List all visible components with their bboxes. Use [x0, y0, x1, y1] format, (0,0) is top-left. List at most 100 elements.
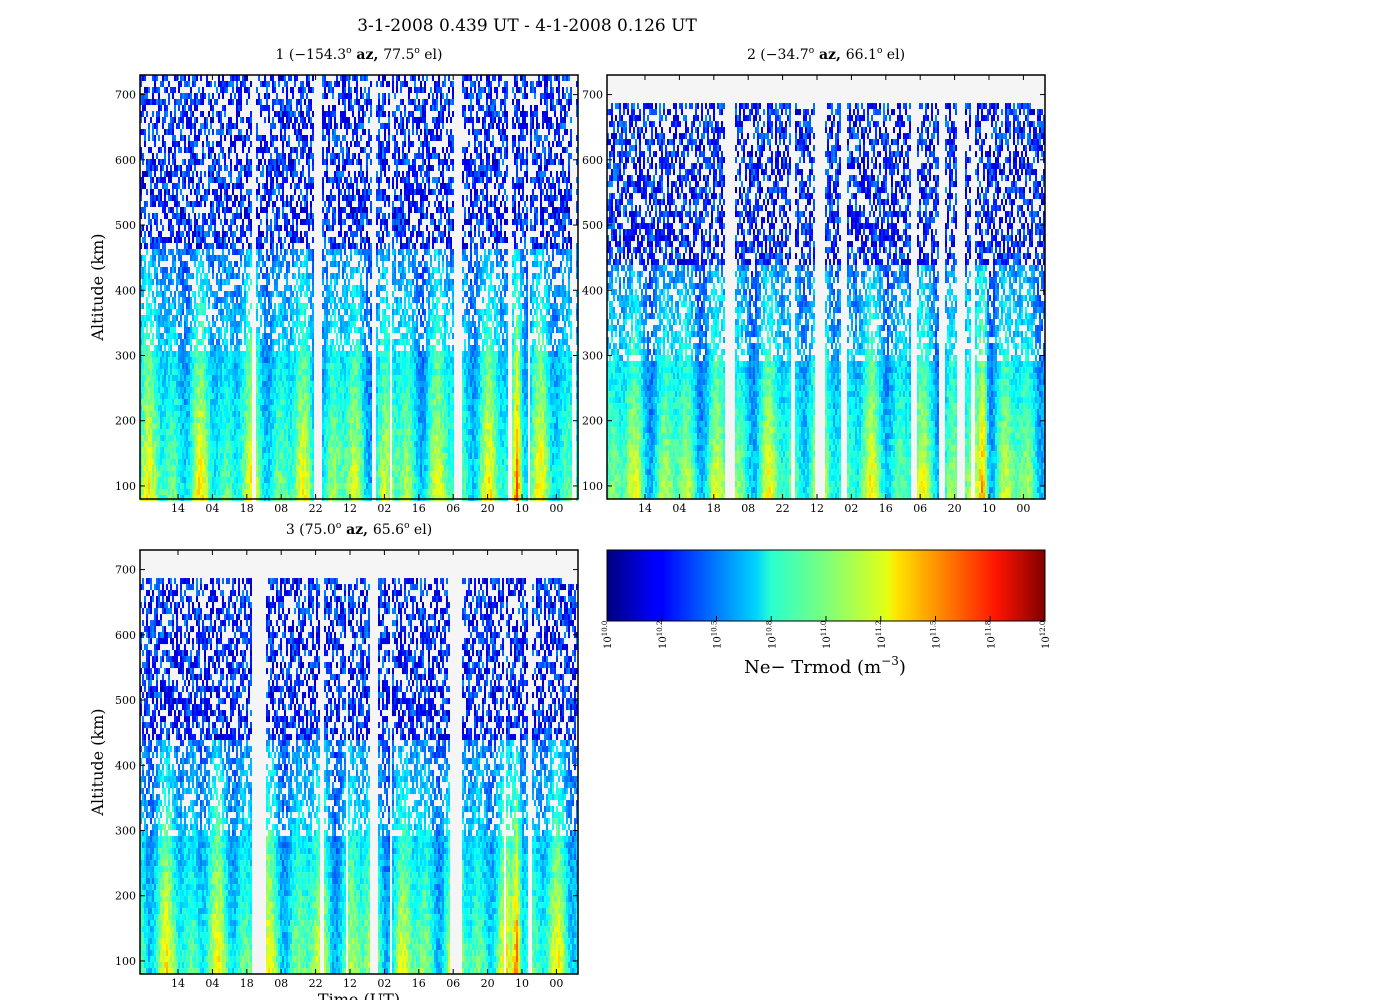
- heatmap-cell: [150, 321, 152, 327]
- heatmap-cell: [206, 417, 208, 423]
- heatmap-cell: [222, 471, 224, 477]
- heatmap-cell: [166, 441, 168, 447]
- heatmap-cell: [206, 231, 208, 237]
- heatmap-cell: [322, 231, 324, 237]
- heatmap-cell: [154, 87, 156, 93]
- heatmap-cell: [174, 351, 176, 357]
- heatmap-cell: [334, 417, 336, 423]
- heatmap-cell: [200, 447, 202, 453]
- heatmap-cell: [184, 399, 186, 405]
- heatmap-cell: [300, 381, 302, 387]
- heatmap-cell: [186, 375, 188, 381]
- heatmap-cell: [190, 483, 192, 489]
- heatmap-cell: [218, 471, 220, 477]
- heatmap-cell: [294, 387, 296, 393]
- heatmap-cell: [218, 351, 220, 357]
- heatmap-cell: [330, 441, 332, 447]
- heatmap-cell: [326, 471, 328, 477]
- heatmap-cell: [262, 333, 264, 339]
- heatmap-cell: [336, 399, 338, 405]
- heatmap-cell: [340, 483, 342, 489]
- heatmap-cell: [162, 279, 164, 285]
- heatmap-cell: [220, 351, 222, 357]
- heatmap-cell: [190, 243, 192, 249]
- heatmap-cell: [334, 171, 336, 177]
- heatmap-cell: [340, 393, 342, 399]
- heatmap-cell: [186, 243, 188, 249]
- heatmap-cell: [156, 375, 158, 381]
- heatmap-cell: [286, 111, 288, 117]
- heatmap-cell: [200, 459, 202, 465]
- heatmap-cell: [276, 213, 278, 219]
- heatmap-cell: [224, 297, 226, 303]
- heatmap-cell: [244, 231, 246, 237]
- heatmap-cell: [146, 189, 148, 195]
- heatmap-cell: [226, 387, 228, 393]
- heatmap-cell: [298, 285, 300, 291]
- heatmap-cell: [266, 171, 268, 177]
- heatmap-cell: [226, 87, 228, 93]
- heatmap-cell: [282, 345, 284, 351]
- heatmap-cell: [154, 441, 156, 447]
- heatmap-cell: [246, 255, 248, 261]
- heatmap-cell: [338, 363, 340, 369]
- heatmap-cell: [302, 153, 304, 159]
- heatmap-cell: [210, 99, 212, 105]
- heatmap-cell: [248, 495, 250, 501]
- heatmap-cell: [322, 345, 324, 351]
- heatmap-cell: [208, 153, 210, 159]
- heatmap-cell: [226, 465, 228, 471]
- heatmap-cell: [152, 459, 154, 465]
- heatmap-cell: [288, 495, 290, 501]
- heatmap-cell: [210, 207, 212, 213]
- heatmap-cell: [164, 141, 166, 147]
- heatmap-cell: [274, 285, 276, 291]
- heatmap-cell: [262, 459, 264, 465]
- heatmap-cell: [180, 315, 182, 321]
- heatmap-cell: [202, 141, 204, 147]
- heatmap-cell: [216, 369, 218, 375]
- heatmap-cell: [172, 123, 174, 129]
- heatmap-cell: [286, 267, 288, 273]
- heatmap-cell: [192, 435, 194, 441]
- heatmap-cell: [284, 225, 286, 231]
- heatmap-cell: [258, 327, 260, 333]
- heatmap-cell: [180, 165, 182, 171]
- heatmap-cell: [166, 459, 168, 465]
- heatmap-cell: [230, 333, 232, 339]
- heatmap-cell: [142, 489, 144, 495]
- heatmap-cell: [260, 387, 262, 393]
- heatmap-cell: [300, 111, 302, 117]
- heatmap-cell: [142, 327, 144, 333]
- heatmap-cell: [190, 381, 192, 387]
- heatmap-cell: [170, 477, 172, 483]
- heatmap-cell: [182, 483, 184, 489]
- heatmap-cell: [340, 405, 342, 411]
- heatmap-cell: [280, 99, 282, 105]
- heatmap-cell: [216, 345, 218, 351]
- heatmap-cell: [216, 429, 218, 435]
- heatmap-cell: [264, 435, 266, 441]
- heatmap-cell: [342, 99, 344, 105]
- heatmap-cell: [338, 231, 340, 237]
- heatmap-cell: [240, 411, 242, 417]
- heatmap-cell: [152, 291, 154, 297]
- heatmap-cell: [302, 369, 304, 375]
- heatmap-cell: [194, 459, 196, 465]
- heatmap-cell: [146, 453, 148, 459]
- heatmap-cell: [170, 237, 172, 243]
- heatmap-cell: [148, 387, 150, 393]
- heatmap-cell: [158, 231, 160, 237]
- heatmap-cell: [192, 393, 194, 399]
- heatmap-cell: [332, 363, 334, 369]
- heatmap-cell: [204, 93, 206, 99]
- heatmap-cell: [246, 417, 248, 423]
- heatmap-cell: [250, 441, 252, 447]
- heatmap-cell: [270, 267, 272, 273]
- heatmap-cell: [260, 375, 262, 381]
- heatmap-cell: [148, 135, 150, 141]
- heatmap-cell: [288, 285, 290, 291]
- heatmap-cell: [170, 471, 172, 477]
- heatmap-cell: [272, 453, 274, 459]
- heatmap-cell: [160, 453, 162, 459]
